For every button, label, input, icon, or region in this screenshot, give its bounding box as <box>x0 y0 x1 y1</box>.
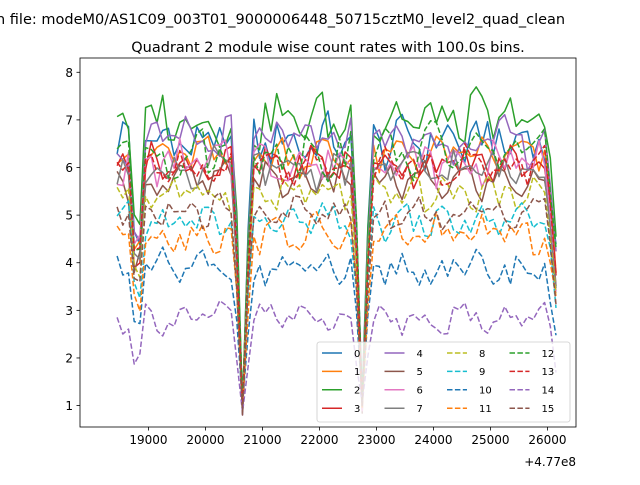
legend-label-6: 6 <box>417 386 423 397</box>
y-tick-label: 3 <box>65 304 73 318</box>
legend-label-13: 13 <box>542 367 555 378</box>
legend-label-5: 5 <box>417 367 423 378</box>
x-offset-text: +4.77e8 <box>524 455 576 469</box>
legend-label-10: 10 <box>479 386 492 397</box>
legend-label-14: 14 <box>542 386 555 397</box>
series-line-11 <box>116 211 557 409</box>
x-tick-label: 23000 <box>357 433 395 447</box>
x-tick-label: 21000 <box>243 433 281 447</box>
legend-label-15: 15 <box>542 404 555 415</box>
x-tick-label: 22000 <box>300 433 338 447</box>
legend-label-9: 9 <box>479 367 485 378</box>
legend-label-7: 7 <box>417 404 423 415</box>
legend-label-8: 8 <box>479 349 485 360</box>
series-line-14 <box>116 299 557 414</box>
axes: 19000 20000 21000 22000 23000 24000 25000 26000… <box>65 57 577 447</box>
legend-label-3: 3 <box>354 404 360 415</box>
series-line-8 <box>116 174 557 409</box>
x-tick-label: 26000 <box>528 433 566 447</box>
series-line-12 <box>116 120 557 404</box>
legend-label-11: 11 <box>479 404 492 415</box>
series-line-7 <box>116 144 557 406</box>
legend-label-12: 12 <box>542 349 555 360</box>
x-tick-label: 25000 <box>471 433 509 447</box>
series-line-5 <box>116 159 557 415</box>
chart-title: Quadrant 2 module wise count rates with … <box>131 40 525 56</box>
y-tick-label: 1 <box>65 399 73 413</box>
legend-label-4: 4 <box>417 349 423 360</box>
x-tick-label: 20000 <box>186 433 224 447</box>
y-tick-label: 2 <box>65 351 73 365</box>
y-tick-label: 7 <box>65 113 73 127</box>
series-line-10 <box>116 246 557 405</box>
legend-label-2: 2 <box>354 386 360 397</box>
y-tick-label: 4 <box>65 256 73 270</box>
series-line-13 <box>116 142 557 413</box>
axes-frame <box>79 57 577 428</box>
x-tick-label: 19000 <box>129 433 167 447</box>
series-line-9 <box>116 200 557 413</box>
y-tick-label: 6 <box>65 161 73 175</box>
y-tick-label: 5 <box>65 209 73 223</box>
plot-area <box>116 86 557 416</box>
legend-label-1: 1 <box>354 367 360 378</box>
y-tick-label: 8 <box>65 66 73 80</box>
series-line-15 <box>116 191 557 416</box>
legend-label-0: 0 <box>354 349 360 360</box>
figure-suptitle: n file: modeM0/AS1C09_003T01_9000006448_… <box>0 12 565 28</box>
x-tick-label: 24000 <box>414 433 452 447</box>
legend-box <box>316 341 571 423</box>
